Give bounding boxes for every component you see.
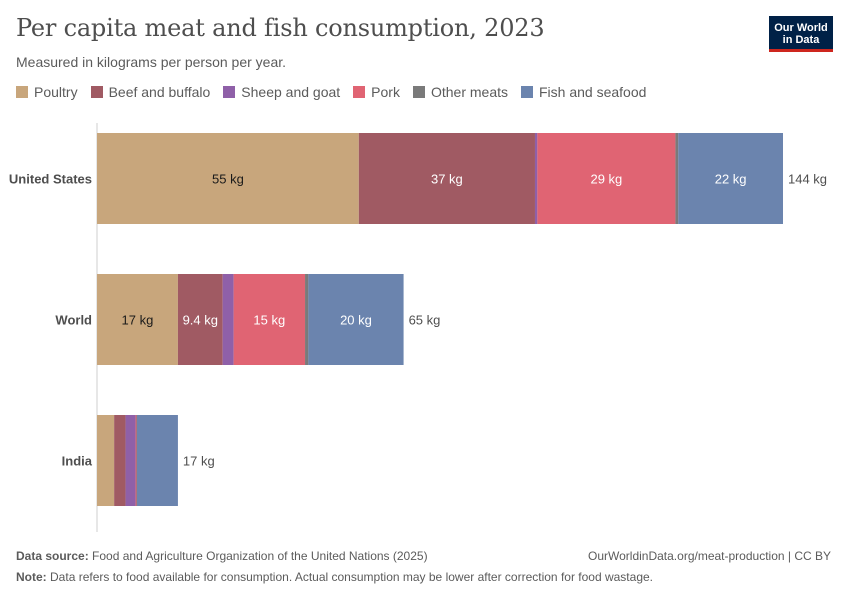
segment-value-label: 15 kg: [253, 313, 285, 328]
legend-label: Fish and seafood: [539, 84, 647, 100]
legend-item-poultry[interactable]: Poultry: [16, 84, 78, 100]
segment-value-label: 22 kg: [715, 172, 747, 187]
bar-segment-fish-and-seafood[interactable]: [308, 274, 404, 365]
bar-group-india[interactable]: [97, 415, 178, 506]
bar-segment-pork[interactable]: [233, 274, 306, 365]
legend-label: Sheep and goat: [241, 84, 341, 100]
bar-segment-beef-and-buffalo[interactable]: [358, 133, 535, 224]
note-label: Note:: [16, 570, 47, 584]
category-label: India: [62, 454, 93, 469]
bar-segment-pork[interactable]: [537, 133, 676, 224]
legend-item-pork[interactable]: Pork: [353, 84, 400, 100]
legend-item-fish-and-seafood[interactable]: Fish and seafood: [521, 84, 646, 100]
data-source-text[interactable]: Food and Agriculture Organization of the…: [92, 549, 428, 563]
stacked-bar-chart: 55 kg 37 kg 29 kg 22 kg United States 144 kg 1…: [9, 123, 827, 532]
legend-label: Poultry: [34, 84, 78, 100]
segment-value-label: 29 kg: [590, 172, 622, 187]
bar-segment-pork[interactable]: [135, 415, 137, 506]
bar-group-world[interactable]: 17 kg 9.4 kg 15 kg 20 kg: [97, 274, 404, 365]
segment-value-label: 37 kg: [431, 172, 463, 187]
legend-item-other-meats[interactable]: Other meats: [412, 84, 508, 100]
chart-legend: Poultry Beef and buffalo Sheep and goat Por…: [16, 84, 659, 100]
segment-value-label: 55 kg: [212, 172, 244, 187]
bar-segment-sheep-and-goat[interactable]: [534, 133, 538, 224]
chart-title: Per capita meat and fish consumption, 20…: [16, 14, 545, 42]
total-value-label: 144 kg: [788, 172, 827, 187]
bar-segment-beef-and-buffalo[interactable]: [114, 415, 126, 506]
legend-swatch: [353, 86, 366, 98]
segment-value-label: 17 kg: [122, 313, 154, 328]
total-value-label: 65 kg: [409, 313, 441, 328]
bar-segment-other-meats[interactable]: [305, 274, 309, 365]
legend-swatch: [16, 86, 28, 98]
bar-segment-beef-and-buffalo[interactable]: [177, 274, 223, 365]
bar-segment-sheep-and-goat[interactable]: [125, 415, 136, 506]
owid-logo[interactable]: Our World in Data: [769, 16, 833, 52]
bar-segment-poultry[interactable]: [97, 274, 178, 365]
total-value-label: 17 kg: [183, 454, 215, 469]
bar-group-united-states[interactable]: 55 kg 37 kg 29 kg 22 kg: [97, 133, 783, 224]
legend-label: Other meats: [430, 84, 508, 100]
data-source-label: Data source:: [16, 549, 89, 563]
legend-swatch: [521, 86, 533, 98]
legend-item-sheep-and-goat[interactable]: Sheep and goat: [223, 84, 340, 100]
legend-item-beef-and-buffalo[interactable]: Beef and buffalo: [90, 84, 211, 100]
bar-segment-poultry[interactable]: [97, 133, 359, 224]
bar-segment-sheep-and-goat[interactable]: [222, 274, 234, 365]
chart-note: Note: Data refers to food available for …: [16, 570, 653, 584]
legend-swatch: [223, 86, 236, 98]
legend-swatch: [90, 86, 103, 98]
note-text: Data refers to food available for consum…: [50, 570, 653, 584]
legend-label: Pork: [371, 84, 400, 100]
legend-swatch: [412, 86, 425, 98]
credit-link[interactable]: OurWorldinData.org/meat-production | CC …: [588, 549, 831, 563]
logo-line-2: in Data: [782, 33, 820, 46]
category-label: United States: [9, 172, 92, 187]
segment-value-label: 9.4 kg: [183, 313, 218, 328]
logo-line-1: Our World: [774, 21, 828, 34]
legend-label: Beef and buffalo: [108, 84, 211, 100]
bar-segment-poultry[interactable]: [97, 415, 115, 506]
bar-segment-fish-and-seafood[interactable]: [678, 133, 783, 224]
bar-segment-fish-and-seafood[interactable]: [136, 415, 178, 506]
category-label: World: [55, 313, 92, 328]
data-source: Data source: Food and Agriculture Organi…: [16, 549, 428, 563]
bar-segment-other-meats[interactable]: [675, 133, 679, 224]
segment-value-label: 20 kg: [340, 313, 372, 328]
chart-subtitle: Measured in kilograms per person per yea…: [16, 54, 287, 70]
